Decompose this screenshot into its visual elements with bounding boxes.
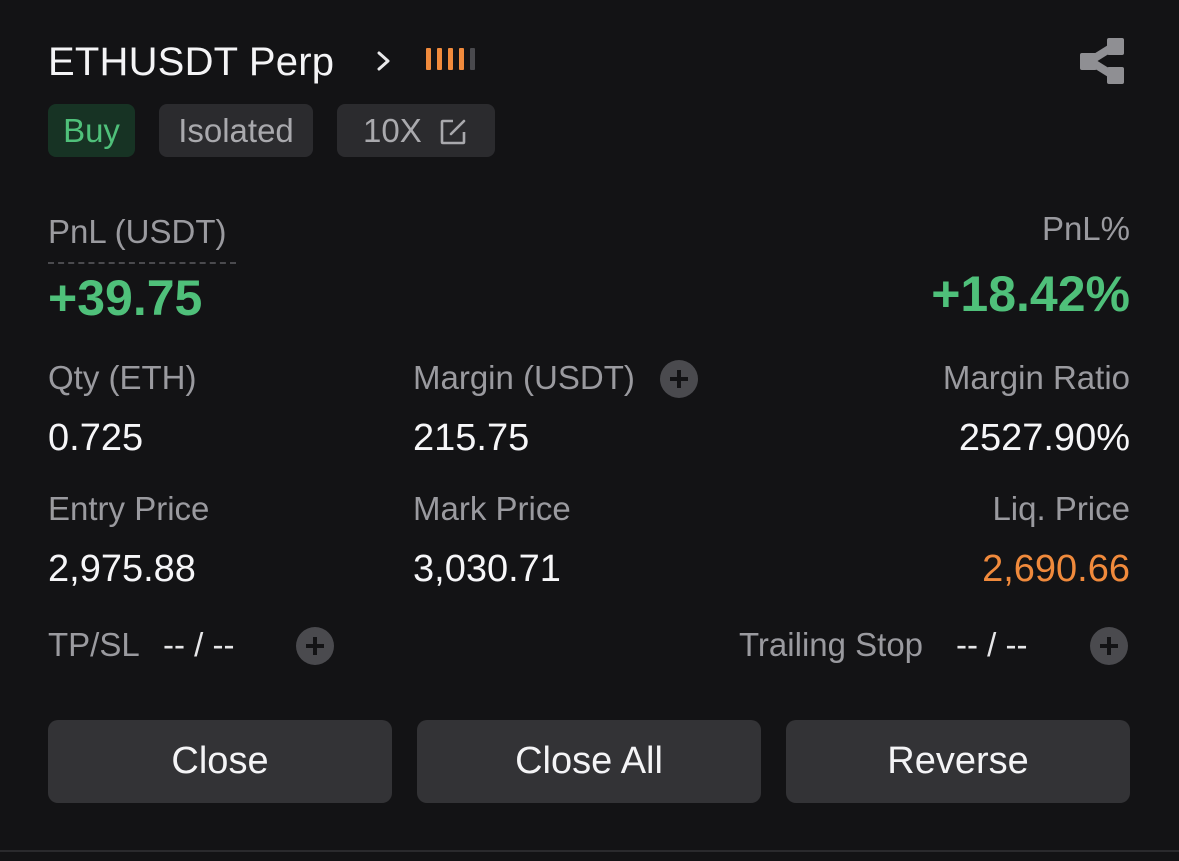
signal-bar bbox=[426, 48, 431, 70]
signal-bar bbox=[470, 48, 475, 70]
entry-price-label: Entry Price bbox=[48, 490, 210, 527]
pnl-percent-value: +18.42% bbox=[931, 266, 1130, 322]
side-badge: Buy bbox=[48, 104, 135, 157]
trailing-stop-value: -- / -- bbox=[956, 626, 1028, 663]
leverage-button[interactable]: 10X bbox=[337, 104, 495, 157]
margin-value: 215.75 bbox=[413, 417, 530, 459]
liq-price-label: Liq. Price bbox=[992, 490, 1130, 527]
pnl-percent-label: PnL% bbox=[1041, 210, 1130, 247]
signal-bar bbox=[437, 48, 442, 70]
edit-icon bbox=[440, 119, 466, 145]
reverse-button[interactable]: Reverse bbox=[786, 720, 1130, 803]
close-all-button[interactable]: Close All bbox=[417, 720, 761, 803]
margin-mode-badge: Isolated bbox=[159, 104, 313, 157]
liq-price-value: 2,690.66 bbox=[982, 548, 1130, 590]
signal-bar bbox=[448, 48, 453, 70]
qty-value: 0.725 bbox=[48, 417, 144, 459]
leverage-label: 10X bbox=[363, 112, 422, 149]
signal-bar bbox=[459, 48, 464, 70]
add-margin-plus-icon[interactable] bbox=[659, 359, 699, 399]
share-icon[interactable] bbox=[1076, 36, 1128, 86]
margin-ratio-value: 2527.90% bbox=[958, 417, 1130, 459]
position-symbol[interactable]: ETHUSDT Perp bbox=[48, 40, 335, 84]
tpsl-label: TP/SL bbox=[48, 626, 140, 663]
entry-price-value: 2,975.88 bbox=[48, 548, 196, 590]
adl-signal-icon bbox=[426, 48, 486, 72]
margin-ratio-label: Margin Ratio bbox=[942, 359, 1130, 396]
qty-label: Qty (ETH) bbox=[48, 359, 197, 396]
close-button[interactable]: Close bbox=[48, 720, 392, 803]
mark-price-label: Mark Price bbox=[413, 490, 571, 527]
chevron-right-icon[interactable] bbox=[372, 46, 396, 76]
tpsl-value: -- / -- bbox=[163, 626, 235, 663]
divider bbox=[0, 850, 1179, 852]
pnl-value: +39.75 bbox=[48, 270, 203, 326]
pnl-label-underline bbox=[48, 262, 236, 264]
mark-price-value: 3,030.71 bbox=[413, 548, 561, 590]
trailing-stop-label: Trailing Stop bbox=[739, 626, 924, 663]
margin-label: Margin (USDT) bbox=[413, 359, 635, 396]
add-trailing-stop-plus-icon[interactable] bbox=[1089, 626, 1129, 666]
pnl-label[interactable]: PnL (USDT) bbox=[48, 213, 227, 250]
add-tpsl-plus-icon[interactable] bbox=[295, 626, 335, 666]
